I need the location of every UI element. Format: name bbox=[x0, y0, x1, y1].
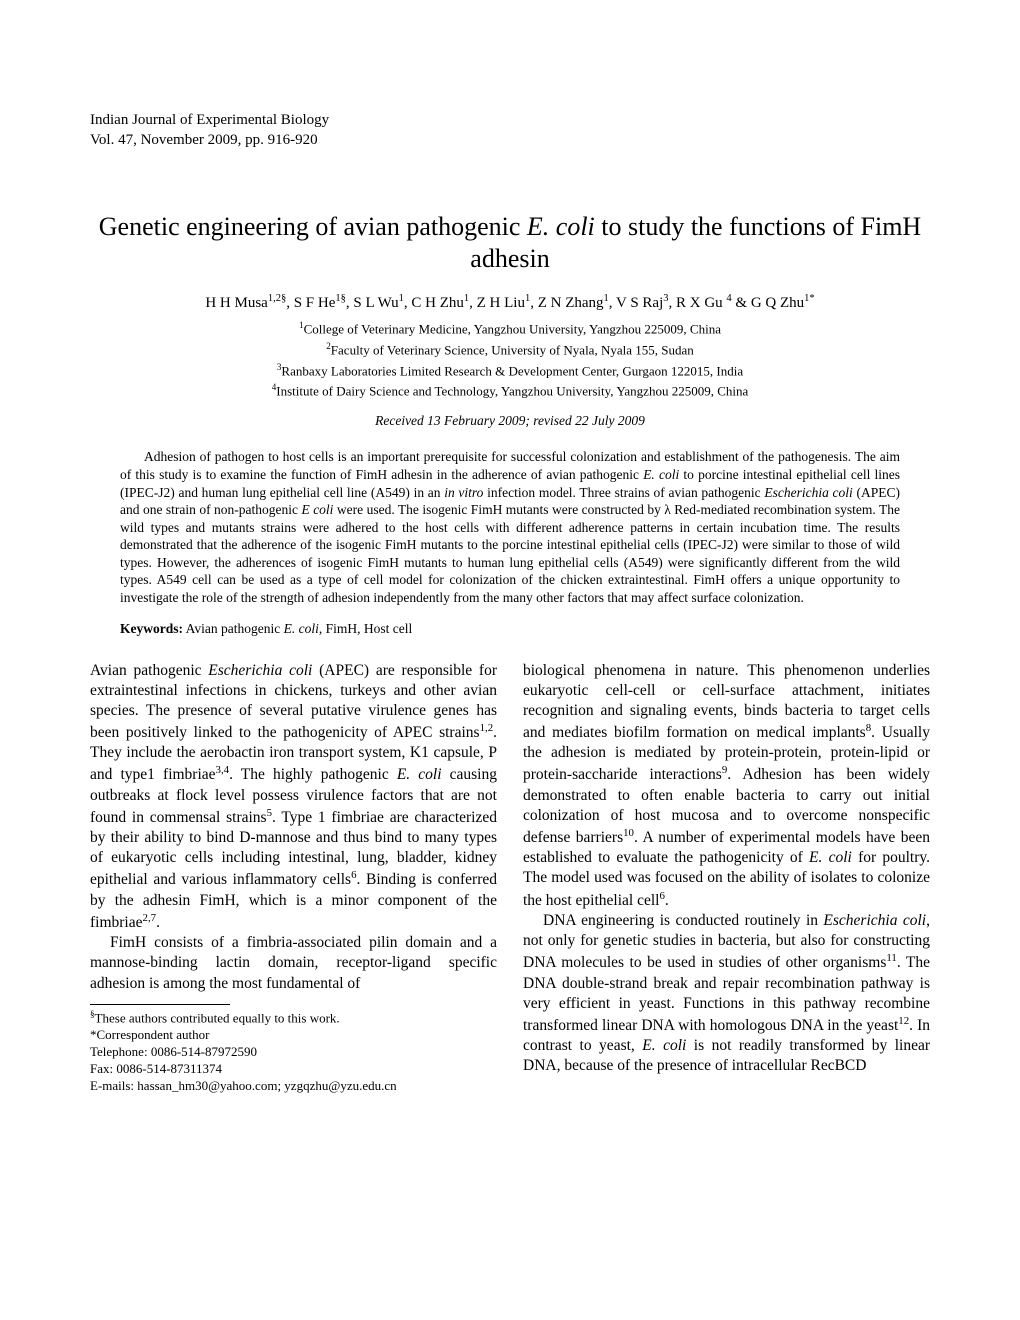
body-columns: Avian pathogenic Escherichia coli (APEC)… bbox=[90, 661, 930, 1095]
affiliations: 1College of Veterinary Medicine, Yangzho… bbox=[90, 319, 930, 401]
footnote-separator bbox=[90, 1004, 230, 1005]
affiliation-3: 3Ranbaxy Laboratories Limited Research &… bbox=[90, 361, 930, 380]
title-italic: E. coli bbox=[527, 212, 595, 241]
affiliation-2: 2Faculty of Veterinary Science, Universi… bbox=[90, 340, 930, 359]
paper-title: Genetic engineering of avian pathogenic … bbox=[90, 211, 930, 276]
footnote-3: Telephone: 0086-514-87972590 bbox=[90, 1044, 497, 1061]
col2-para2: DNA engineering is conducted routinely i… bbox=[523, 911, 930, 1076]
abstract: Adhesion of pathogen to host cells is an… bbox=[120, 448, 900, 606]
title-pre: Genetic engineering of avian pathogenic bbox=[99, 212, 527, 241]
footnote-2: *Correspondent author bbox=[90, 1027, 497, 1044]
affiliation-1: 1College of Veterinary Medicine, Yangzho… bbox=[90, 319, 930, 338]
footnote-5: E-mails: hassan_hm30@yahoo.com; yzgqzhu@… bbox=[90, 1078, 497, 1095]
authors: H H Musa1,2§, S F He1§, S L Wu1, C H Zhu… bbox=[90, 292, 930, 313]
col1-para1: Avian pathogenic Escherichia coli (APEC)… bbox=[90, 661, 497, 934]
col1-para2: FimH consists of a fimbria-associated pi… bbox=[90, 933, 497, 993]
journal-name: Indian Journal of Experimental Biology bbox=[90, 110, 930, 130]
journal-vol: Vol. 47, November 2009, pp. 916-920 bbox=[90, 130, 930, 150]
column-left: Avian pathogenic Escherichia coli (APEC)… bbox=[90, 661, 497, 1095]
footnotes: §These authors contributed equally to th… bbox=[90, 1009, 497, 1095]
keywords: Keywords: Avian pathogenic E. coli, FimH… bbox=[120, 620, 900, 638]
affiliation-4: 4Institute of Dairy Science and Technolo… bbox=[90, 381, 930, 400]
column-right: biological phenomena in nature. This phe… bbox=[523, 661, 930, 1095]
footnote-1: §These authors contributed equally to th… bbox=[90, 1009, 497, 1027]
footnote-4: Fax: 0086-514-87311374 bbox=[90, 1061, 497, 1078]
keywords-text: Avian pathogenic E. coli, FimH, Host cel… bbox=[183, 621, 412, 636]
journal-header: Indian Journal of Experimental Biology V… bbox=[90, 110, 930, 151]
col2-para1: biological phenomena in nature. This phe… bbox=[523, 661, 930, 911]
keywords-label: Keywords: bbox=[120, 621, 183, 636]
received-date: Received 13 February 2009; revised 22 Ju… bbox=[90, 412, 930, 430]
